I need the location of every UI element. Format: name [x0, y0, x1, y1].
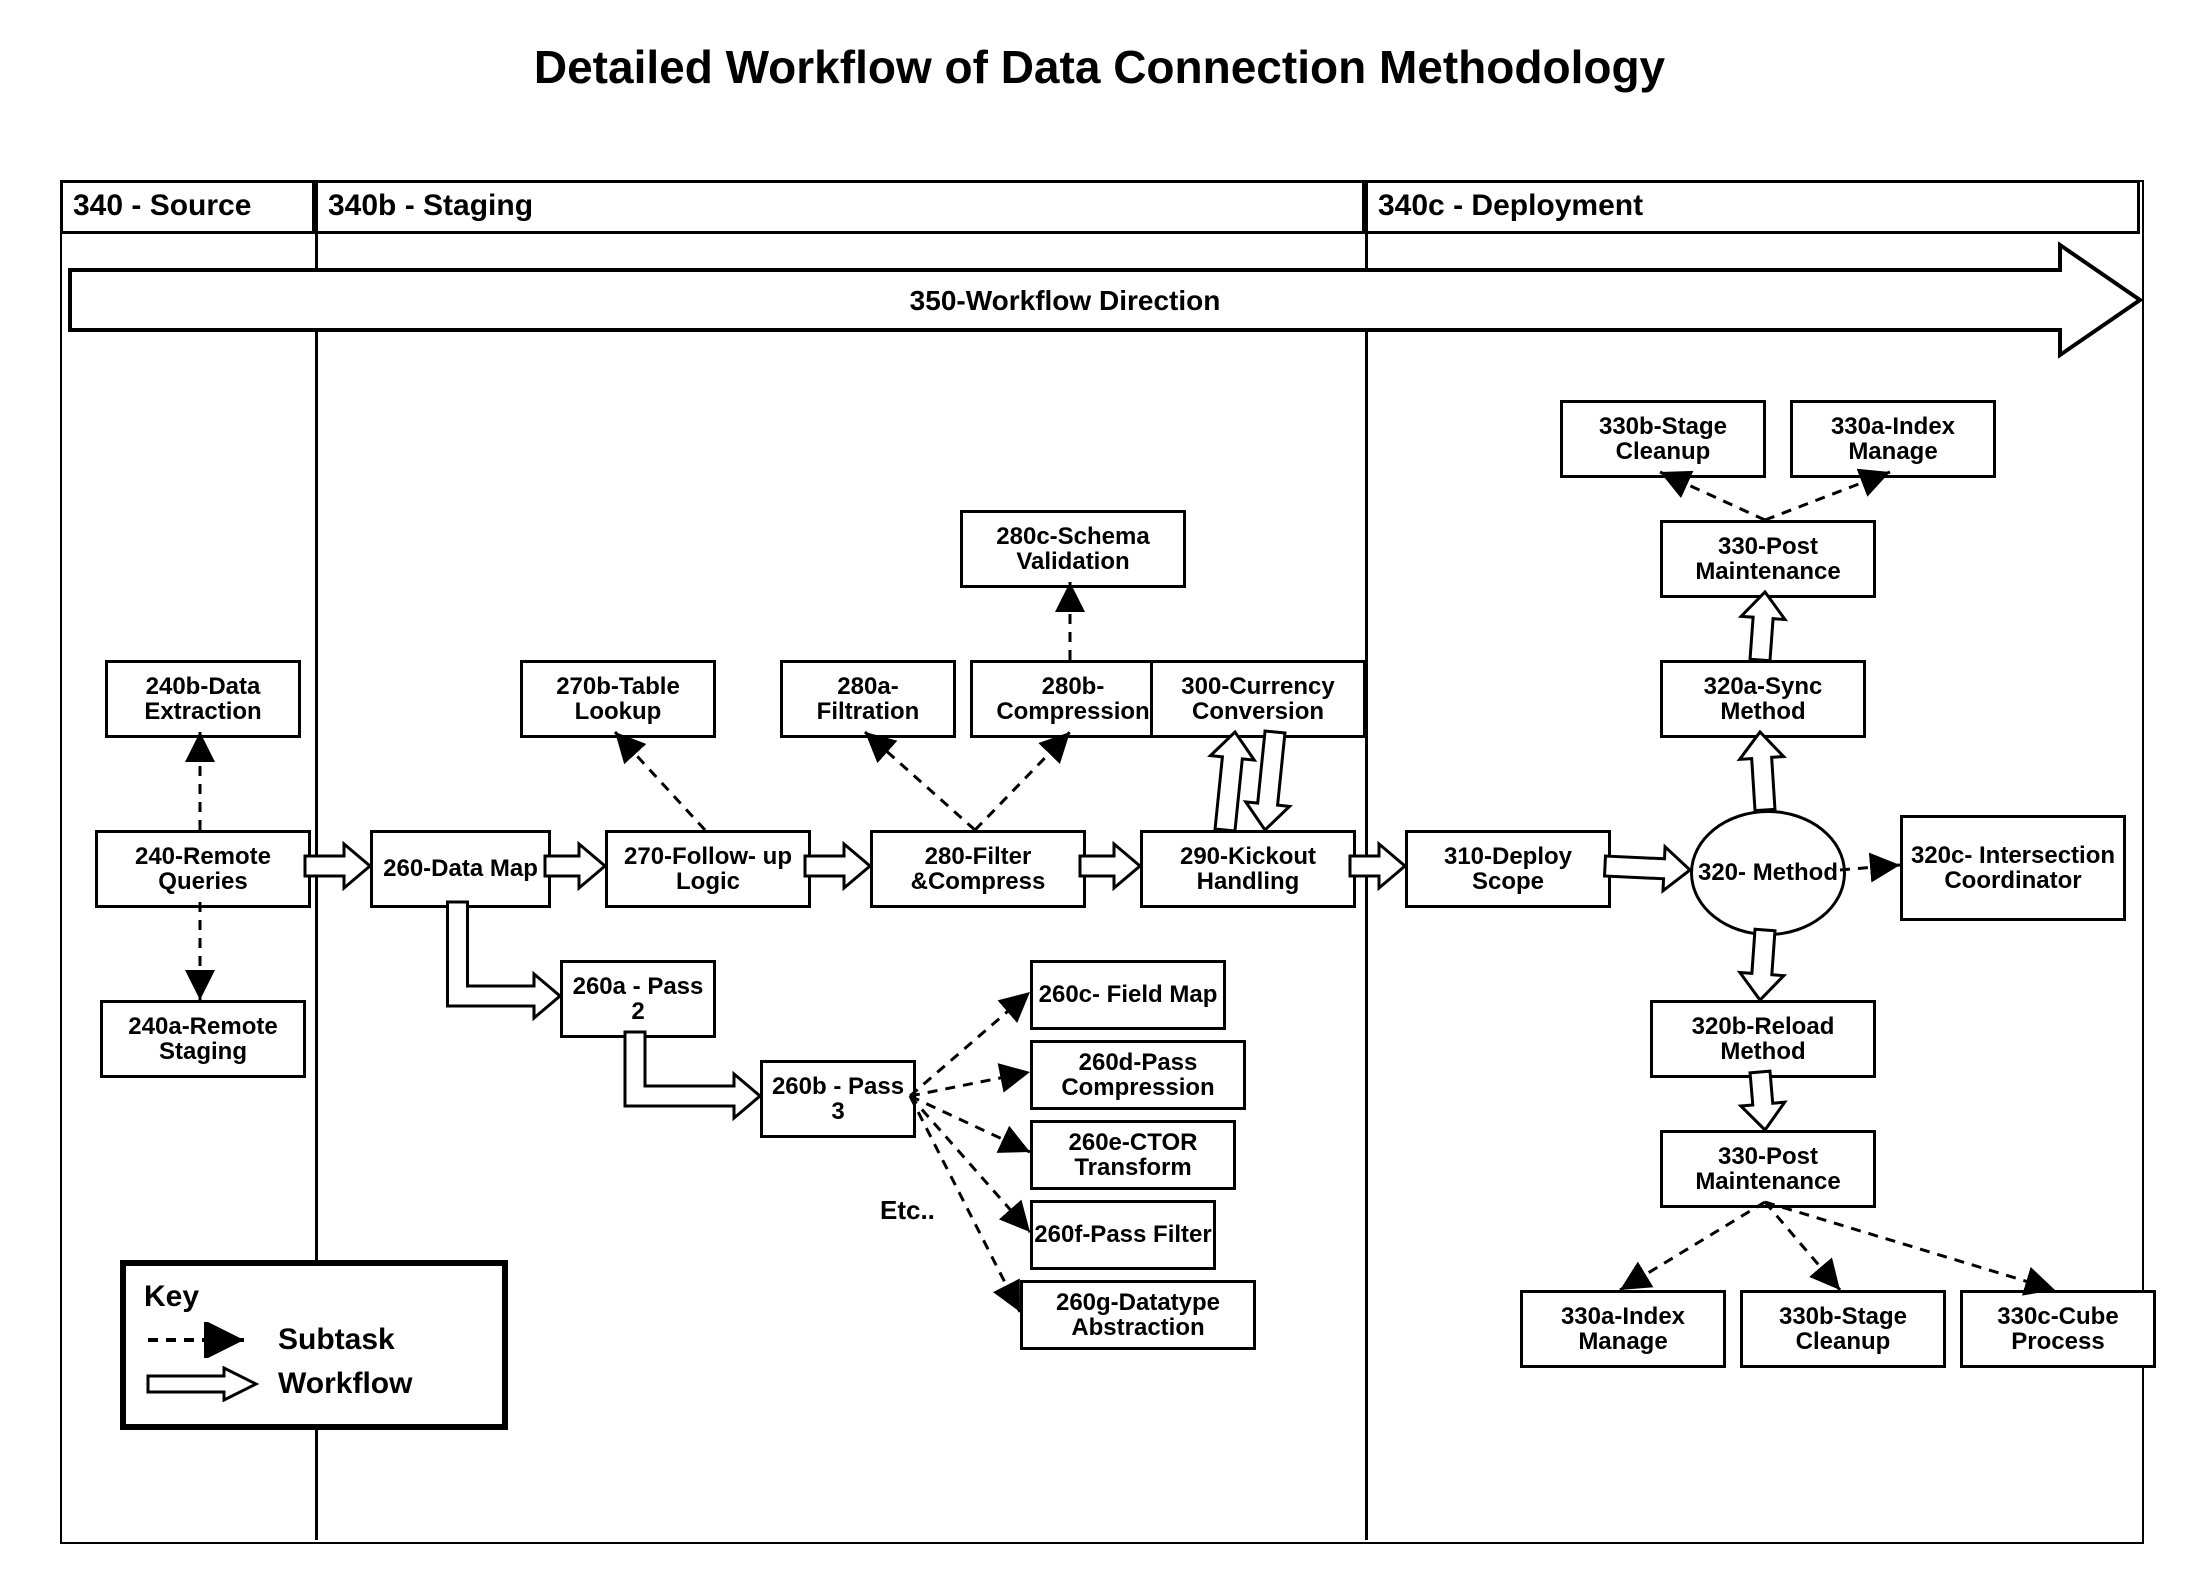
node-n330u: 330-Post Maintenance	[1660, 520, 1876, 598]
node-n270: 270-Follow- up Logic	[605, 830, 811, 908]
node-n280b: 280b- Compression	[970, 660, 1176, 738]
legend-row-dashed: Subtask	[144, 1322, 484, 1358]
node-n320: 320- Method	[1690, 810, 1846, 936]
node-n260g: 260g-Datatype Abstraction	[1020, 1280, 1256, 1350]
legend-key: Key Subtask Workflow	[120, 1260, 508, 1430]
etc-label: Etc..	[880, 1195, 935, 1226]
node-n310: 310-Deploy Scope	[1405, 830, 1611, 908]
phase-staging: 340b - Staging	[315, 180, 1365, 234]
node-n260f: 260f-Pass Filter	[1030, 1200, 1216, 1270]
node-n330aU: 330a-Index Manage	[1790, 400, 1996, 478]
node-n280c: 280c-Schema Validation	[960, 510, 1186, 588]
node-n240a: 240a-Remote Staging	[100, 1000, 306, 1078]
node-n260: 260-Data Map	[370, 830, 551, 908]
node-n320b: 320b-Reload Method	[1650, 1000, 1876, 1078]
node-n240b: 240b-Data Extraction	[105, 660, 301, 738]
diagram-title: Detailed Workflow of Data Connection Met…	[0, 40, 2199, 94]
node-n260b: 260b - Pass 3	[760, 1060, 916, 1138]
phase-deploy: 340c - Deployment	[1365, 180, 2140, 234]
phase-source: 340 - Source	[60, 180, 315, 234]
node-n260a: 260a - Pass 2	[560, 960, 716, 1038]
node-n260c: 260c- Field Map	[1030, 960, 1226, 1030]
node-n300: 300-Currency Conversion	[1150, 660, 1366, 738]
node-n320c: 320c- Intersection Coordinator	[1900, 815, 2126, 921]
node-n330bU: 330b-Stage Cleanup	[1560, 400, 1766, 478]
node-n330d: 330-Post Maintenance	[1660, 1130, 1876, 1208]
node-n290: 290-Kickout Handling	[1140, 830, 1356, 908]
node-n320a: 320a-Sync Method	[1660, 660, 1866, 738]
div-2	[1365, 234, 1368, 1540]
node-n280: 280-Filter &Compress	[870, 830, 1086, 908]
node-n280a: 280a- Filtration	[780, 660, 956, 738]
legend-label: Subtask	[278, 1323, 395, 1357]
node-n330aD: 330a-Index Manage	[1520, 1290, 1726, 1368]
node-n260e: 260e-CTOR Transform	[1030, 1120, 1236, 1190]
node-n330bD: 330b-Stage Cleanup	[1740, 1290, 1946, 1368]
node-n270b: 270b-Table Lookup	[520, 660, 716, 738]
legend-label: Workflow	[278, 1367, 412, 1401]
node-n330cD: 330c-Cube Process	[1960, 1290, 2156, 1368]
legend-row-block: Workflow	[144, 1366, 484, 1402]
node-n240: 240-Remote Queries	[95, 830, 311, 908]
node-n260d: 260d-Pass Compression	[1030, 1040, 1246, 1110]
legend-title: Key	[144, 1280, 484, 1314]
